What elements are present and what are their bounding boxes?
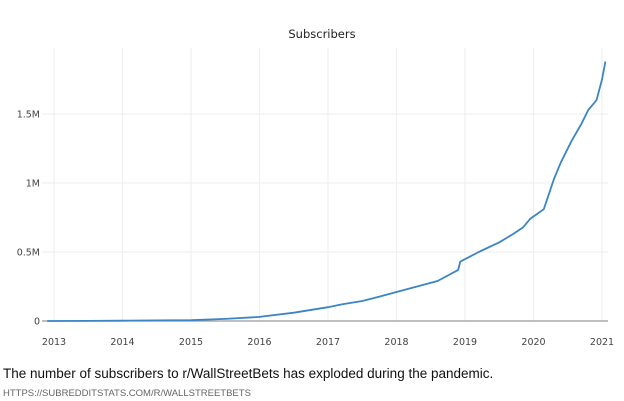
x-tick-label: 2013: [42, 337, 66, 348]
x-tick-label: 2020: [521, 337, 545, 348]
chart-title: Subscribers: [288, 27, 355, 41]
x-tick-label: 2017: [316, 337, 340, 348]
caption: The number of subscribers to r/WallStree…: [3, 366, 494, 381]
y-tick-label: 1.5M: [17, 110, 40, 121]
x-tick-label: 2014: [110, 337, 134, 348]
source-link[interactable]: HTTPS://SUBREDDITSTATS.COM/R/WALLSTREETB…: [3, 388, 251, 399]
y-tick-label: 0.5M: [17, 248, 40, 259]
subscribers-chart: Subscribers 2013 2014 2015 2016 2017 2018 2019…: [17, 27, 614, 348]
x-tick-label: 2019: [453, 337, 477, 348]
x-tick-label: 2015: [179, 337, 203, 348]
y-tick-label: 0: [34, 317, 40, 328]
subscribers-line: [47, 61, 607, 322]
x-tick-label: 2016: [247, 337, 271, 348]
x-tick-label: 2018: [384, 337, 408, 348]
y-tick-label: 1M: [26, 179, 40, 190]
x-tick-label: 2021: [590, 337, 614, 348]
